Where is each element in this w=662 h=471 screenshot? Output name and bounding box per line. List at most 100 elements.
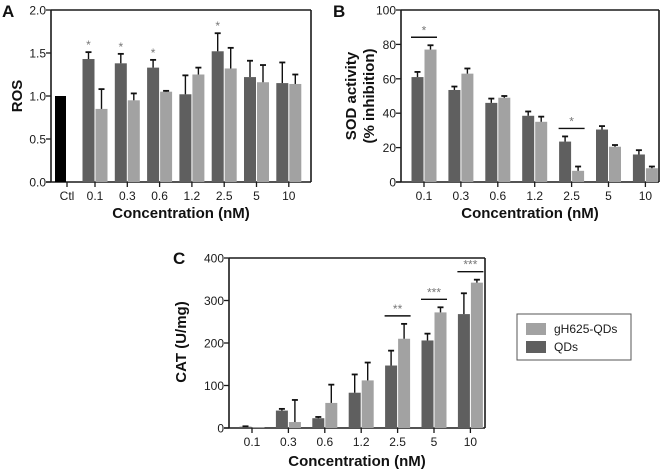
panel-a-xtick-label: 0.3 [119,189,136,203]
panel-c-xlabel: Concentration (nM) [288,453,425,470]
panel-a-bar-qds [244,77,256,182]
panel-b-xtick-label: 2.5 [563,189,580,203]
legend-swatch-qds [526,341,546,353]
panel-b-ytick-label: 20 [383,141,397,155]
panel-b-bar-gh625-qds [498,97,511,182]
panel-b-xtick-label: 0.1 [416,189,433,203]
panel-label-c: C [173,249,185,268]
panel-b-bar-gh625-qds [424,49,437,183]
panel-c-significance-star: *** [463,258,477,272]
panel-label-b: B [333,2,345,21]
panel-b-xtick-label: 5 [605,189,612,203]
panel-a-bar-qds [179,94,192,182]
panel-a-ytick-label: 0.0 [29,176,46,190]
panel-c-bar-qds [457,314,470,428]
panel-c-bar-qds [348,392,361,428]
panel-b-ylabel-line1: SOD activity [343,51,360,140]
panel-b-bar-qds [522,115,535,182]
panel-c-significance-star: ** [393,302,403,316]
panel-c-ytick-label: 400 [204,252,224,266]
panel-c-bar-gh625-qds [288,422,301,428]
panel-a-xtick-label: 10 [282,189,296,203]
panel-c-xtick-label: 2.5 [389,435,406,449]
panel-a-significance-star: * [118,40,123,54]
panel-c-xtick-label: 1.2 [353,435,370,449]
panel-b-bar-qds [448,89,461,182]
panel-label-a: A [2,2,14,21]
panel-b-bar-gh625-qds [645,168,658,182]
panel-a-xtick-label: 0.6 [151,189,168,203]
panel-b-bar-qds [632,154,645,182]
panel-a-bar-gh625-qds [127,100,140,182]
panel-c-ytick-label: 300 [204,294,224,308]
panel-a-ytick-label: 0.5 [29,133,46,147]
panel-c-bar-gh625-qds [434,312,447,428]
panel-c-bar-gh625-qds [470,282,483,428]
panel-c-xtick-label: 0.6 [316,435,333,449]
panel-b-bar-gh625-qds [461,73,474,182]
panel-b-ytick-label: 40 [383,107,397,121]
panel-c-significance-star: *** [427,285,441,299]
panel-c-ytick-label: 100 [204,379,224,393]
panel-b-bar-gh625-qds [535,121,548,182]
panel-a-xtick-label: 2.5 [216,189,233,203]
panel-b-ylabel-line2: (% inhibition) [361,49,378,144]
panel-a-bar-gh625-qds [224,68,237,182]
panel-b-bar-qds [596,129,608,182]
panel-b-xlabel: Concentration (nM) [461,205,598,222]
panel-c-xtick-label: 10 [464,435,478,449]
panel-a-ytick-label: 1.5 [29,47,46,61]
panel-a-xtick-label: 1.2 [184,189,201,203]
panel-a-ytick-label: 2.0 [29,4,46,18]
panel-a-bar-qds [114,63,127,182]
panel-b-bar-qds [559,141,572,182]
panel-a-bar-qds [211,51,224,182]
panel-c: C CAT (U/mg) Concentration (nM) 0 100 200 3… [173,249,486,470]
panel-c-bar-qds [385,365,398,428]
panel-a-bar-gh625-qds [95,108,108,182]
panel-b-ytick-label: 60 [383,72,397,86]
panel-c-bar-qds [312,418,325,428]
panel-b-bar-gh625-qds [572,170,585,182]
panel-c-ylabel: CAT (U/mg) [173,301,190,382]
panel-c-xtick-label: 0.3 [280,435,297,449]
panel-b-xtick-label: 0.6 [489,189,506,203]
panel-b-xtick-label: 0.3 [453,189,470,203]
panel-b-xtick-label: 10 [639,189,653,203]
panel-c-xtick-label: 5 [431,435,438,449]
panel-a-bar-qds [147,67,160,182]
panel-a-significance-star: * [151,46,156,60]
panel-c-xtick-label: 0.1 [244,435,261,449]
panel-a-significance-star: * [215,19,220,33]
panel-b-bar-gh625-qds [609,146,621,182]
legend: gH625-QDs QDs [516,313,632,361]
panel-a-ylabel: ROS [9,80,26,113]
panel-a-xtick-label: 0.1 [87,189,104,203]
panel-b-bar-qds [411,77,424,182]
panel-a-xtick-label: 5 [253,189,260,203]
panel-b-ytick-label: 80 [383,38,397,52]
panel-c-bar-qds [275,410,288,428]
panel-a-bar-gh625-qds [289,83,302,182]
panel-c-bar-gh625-qds [361,380,374,428]
panel-a-ytick-label: 1.0 [29,90,46,104]
panel-b-significance-star: * [422,23,427,37]
panel-c-bar-gh625-qds [252,427,265,428]
panel-b: B SOD activity (% inhibition) Concentrat… [333,2,660,222]
panel-a-bar-control [55,96,66,182]
panel-a-xlabel: Concentration (nM) [112,205,249,222]
panel-a-xtick-label: Ctl [60,189,75,203]
panel-b-bar-qds [485,102,498,182]
panel-c-ytick-label: 0 [217,422,224,436]
panel-b-ytick-label: 0 [389,176,396,190]
panel-a-bar-qds [276,83,289,182]
panel-a-bar-gh625-qds [160,91,173,182]
panel-a-bar-gh625-qds [257,82,269,182]
panel-c-ytick-label: 200 [204,337,224,351]
legend-label-gh625-qds: gH625-QDs [554,322,617,336]
panel-a-y-axis-title: ROS [9,80,26,113]
panel-c-bar-qds [421,340,434,428]
legend-box [516,313,632,361]
legend-swatch-gh625-qds [526,323,546,335]
